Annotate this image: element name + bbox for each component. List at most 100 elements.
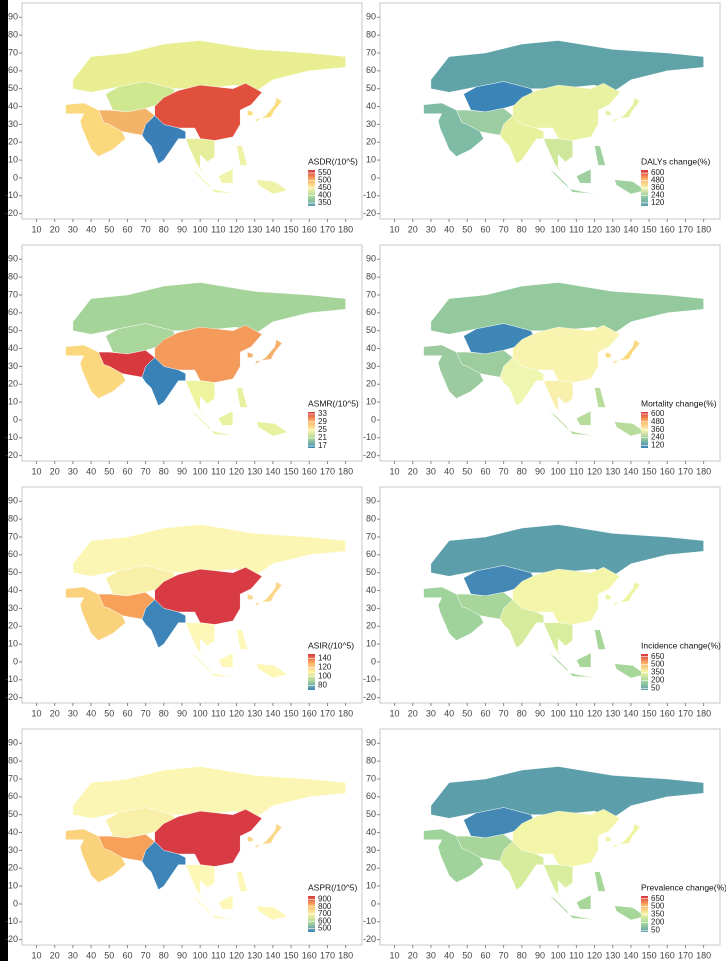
x-tick-label: 110 — [569, 708, 583, 718]
y-tick-label: 50 — [366, 83, 376, 93]
x-tick-label: 160 — [660, 708, 675, 718]
x-tick-label: 90 — [535, 708, 545, 718]
colorbar-label: 240 — [651, 191, 665, 200]
y-tick-label: 20 — [366, 621, 376, 631]
y-tick-label: 60 — [8, 65, 18, 75]
x-tick-label: 140 — [265, 224, 280, 234]
colorbar-label: 650 — [651, 894, 665, 903]
x-tick-label: 80 — [159, 708, 169, 718]
colorbar-label: 17 — [318, 441, 327, 450]
x-tick-label: 70 — [141, 708, 151, 718]
y-tick-label: 10 — [366, 638, 376, 648]
y-tick-label: 70 — [366, 773, 376, 783]
y-tick-label: 0 — [13, 172, 18, 182]
x-tick-label: 130 — [247, 708, 262, 718]
y-tick-label: 40 — [366, 827, 376, 837]
x-tick-label: 80 — [517, 224, 527, 234]
x-tick-label: 40 — [86, 466, 96, 476]
y-tick-label: 0 — [371, 172, 376, 182]
y-tick-label: 40 — [8, 585, 18, 595]
y-tick-label: 10 — [366, 880, 376, 890]
region — [543, 380, 573, 419]
y-tick-label: 70 — [8, 531, 18, 541]
y-tick-label: 10 — [8, 638, 18, 648]
region — [65, 102, 126, 157]
colorbar-label: 500 — [318, 176, 332, 185]
x-tick-label: 160 — [302, 708, 317, 718]
y-tick-label: 60 — [366, 549, 376, 559]
x-tick-label: 20 — [408, 708, 418, 718]
y-tick-label: 30 — [8, 119, 18, 129]
x-tick-label: 140 — [623, 466, 638, 476]
colorbar — [308, 654, 315, 690]
x-tick-label: 40 — [86, 224, 96, 234]
x-tick-label: 90 — [535, 466, 545, 476]
y-tick-label: 30 — [366, 119, 376, 129]
map-panel: -20 -10 0 10 20 30 40 50 60 70 80 90 10 20 30 40 50 60 70 8… — [363, 2, 721, 234]
y-tick-label: 80 — [366, 514, 376, 524]
x-tick-label: 20 — [50, 224, 60, 234]
x-tick-label: 110 — [569, 224, 583, 234]
x-tick-label: 70 — [499, 950, 509, 960]
x-tick-label: 60 — [480, 950, 490, 960]
y-tick-label: 30 — [8, 603, 18, 613]
colorbar-label: 240 — [651, 433, 665, 442]
x-tick-label: 160 — [660, 224, 675, 234]
legend-title: ASPR(/10^5) — [308, 882, 358, 892]
y-tick-label: 70 — [8, 47, 18, 57]
y-tick-label: -10 — [5, 674, 18, 684]
region — [548, 629, 646, 679]
y-tick-label: 50 — [366, 325, 376, 335]
y-tick-label: -20 — [5, 208, 18, 218]
y-tick-label: 50 — [8, 325, 18, 335]
colorbar-label: 360 — [651, 183, 665, 192]
y-tick-label: 50 — [366, 567, 376, 577]
colorbar-label: 200 — [651, 918, 665, 927]
x-tick-label: 170 — [678, 950, 693, 960]
y-tick-label: -20 — [363, 208, 376, 218]
x-tick-label: 180 — [338, 950, 353, 960]
x-tick-label: 50 — [462, 224, 472, 234]
region — [247, 581, 283, 608]
y-tick-label: 90 — [366, 738, 376, 748]
y-tick-label: 80 — [366, 30, 376, 40]
region — [548, 387, 646, 437]
y-tick-label: 70 — [366, 47, 376, 57]
y-tick-label: 10 — [366, 396, 376, 406]
colorbar — [641, 412, 648, 448]
x-tick-label: 140 — [623, 708, 638, 718]
x-tick-label: 80 — [159, 950, 169, 960]
x-tick-label: 170 — [320, 224, 335, 234]
colorbar-label: 500 — [318, 924, 332, 933]
x-tick-label: 140 — [623, 224, 638, 234]
x-tick-label: 120 — [229, 708, 244, 718]
x-tick-label: 20 — [50, 950, 60, 960]
colorbar-label: 350 — [651, 910, 665, 919]
y-tick-label: 40 — [8, 101, 18, 111]
x-tick-label: 140 — [265, 466, 280, 476]
y-tick-label: -10 — [363, 674, 376, 684]
x-tick-label: 100 — [193, 224, 208, 234]
x-tick-label: 170 — [678, 224, 693, 234]
y-tick-label: 0 — [371, 414, 376, 424]
x-tick-label: 10 — [32, 224, 42, 234]
x-tick-label: 100 — [193, 950, 208, 960]
region — [423, 102, 484, 157]
x-tick-label: 90 — [535, 950, 545, 960]
x-tick-label: 80 — [517, 708, 527, 718]
y-tick-label: 10 — [366, 154, 376, 164]
region — [190, 871, 288, 921]
y-tick-label: -20 — [5, 450, 18, 460]
x-tick-label: 110 — [569, 466, 583, 476]
x-tick-label: 40 — [86, 708, 96, 718]
x-tick-label: 150 — [642, 708, 657, 718]
y-tick-label: 0 — [371, 656, 376, 666]
y-tick-label: 20 — [366, 137, 376, 147]
x-tick-label: 180 — [338, 466, 353, 476]
region — [247, 97, 283, 124]
map-panel: -20 -10 0 10 20 30 40 50 60 70 80 90 10 20 30 40 50 60 70 8… — [363, 486, 721, 718]
y-tick-label: 40 — [8, 827, 18, 837]
region — [185, 864, 215, 903]
y-tick-label: 80 — [366, 272, 376, 282]
colorbar-label: 50 — [651, 926, 660, 935]
